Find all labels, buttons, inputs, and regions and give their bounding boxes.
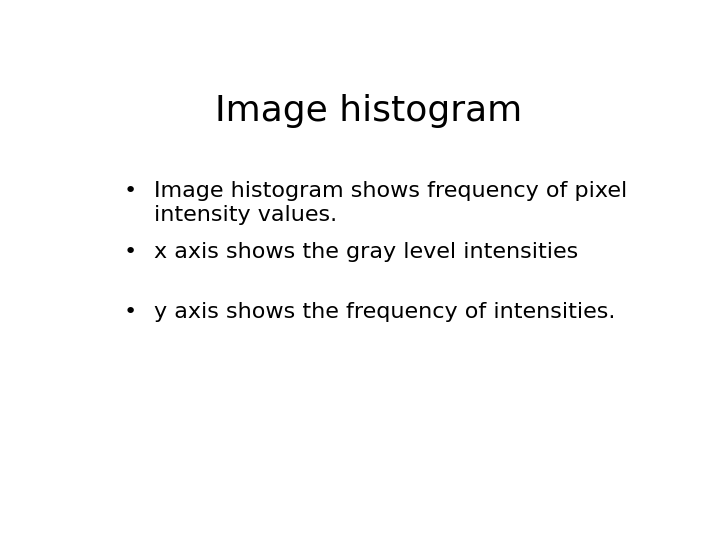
Text: y axis shows the frequency of intensities.: y axis shows the frequency of intensitie… bbox=[154, 302, 616, 322]
Text: Image histogram: Image histogram bbox=[215, 94, 523, 128]
Text: •: • bbox=[124, 241, 137, 261]
Text: Image histogram shows frequency of pixel
intensity values.: Image histogram shows frequency of pixel… bbox=[154, 181, 627, 225]
Text: x axis shows the gray level intensities: x axis shows the gray level intensities bbox=[154, 241, 578, 261]
Text: •: • bbox=[124, 181, 137, 201]
Text: •: • bbox=[124, 302, 137, 322]
